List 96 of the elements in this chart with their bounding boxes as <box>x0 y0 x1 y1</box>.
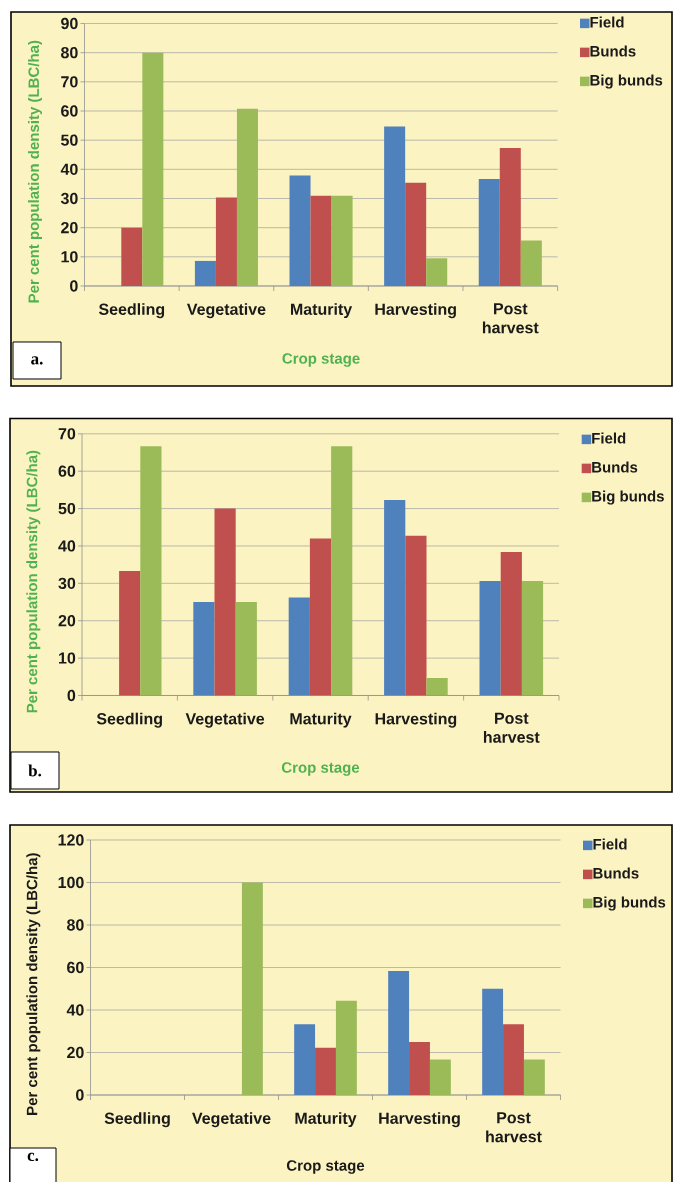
bar <box>500 551 522 696</box>
y-tick-label: 70 <box>58 428 76 440</box>
x-tick-label: Seedling <box>104 1112 170 1128</box>
y-tick-label: 0 <box>67 689 76 702</box>
bar <box>482 988 504 1095</box>
x-tick-label: Harvesting <box>375 712 457 728</box>
y-axis-title: Per cent population density (LBC/ha) <box>28 40 42 303</box>
bar <box>384 126 406 286</box>
bar <box>523 1059 545 1095</box>
y-tick-label: 20 <box>58 615 76 627</box>
bar <box>426 677 448 696</box>
bar <box>235 602 257 696</box>
bar <box>193 602 215 696</box>
bar <box>140 446 162 696</box>
text: c. <box>27 1152 39 1162</box>
bar <box>409 1041 430 1095</box>
legend-label: Big bunds <box>590 74 663 89</box>
y-tick-label: 10 <box>61 251 78 263</box>
bar <box>289 175 311 286</box>
bar <box>478 178 500 286</box>
bar <box>426 258 448 286</box>
legend-label: Bunds <box>590 45 636 57</box>
y-tick-label: 40 <box>60 163 78 175</box>
bar <box>388 971 410 1095</box>
bar <box>335 1000 357 1095</box>
bar <box>241 882 263 1095</box>
x-tick-label: Post harvest <box>482 303 539 334</box>
x-tick-label: Seedling <box>96 712 162 728</box>
y-tick-label: 40 <box>66 1004 84 1016</box>
bar <box>215 197 237 286</box>
bar <box>479 581 501 696</box>
bar <box>214 508 236 696</box>
x-tick-label: Harvesting <box>375 303 456 319</box>
y-tick-label: 60 <box>61 105 78 117</box>
x-tick-label: Maturity <box>291 303 353 319</box>
bar <box>499 148 521 286</box>
y-tick-label: 120 <box>58 834 84 846</box>
x-axis-title: Crop stage <box>281 762 360 776</box>
bar <box>384 499 406 696</box>
text: b. <box>28 764 42 777</box>
bar <box>119 571 141 696</box>
x-tick-label: Maturity <box>295 1112 357 1128</box>
bar <box>503 1024 524 1095</box>
y-tick-label: 80 <box>67 919 84 931</box>
y-tick-label: 60 <box>67 961 84 974</box>
bar <box>310 195 332 286</box>
bar <box>315 1047 336 1095</box>
bar <box>520 240 542 286</box>
x-tick-label: Post harvest <box>486 1112 542 1143</box>
y-tick-label: 10 <box>59 652 76 664</box>
text: a. <box>31 356 43 365</box>
y-tick-label: 70 <box>61 76 78 88</box>
bar <box>194 260 216 286</box>
bar <box>429 1059 451 1095</box>
x-axis-title: Crop stage <box>286 1160 365 1174</box>
bar <box>331 446 353 696</box>
y-tick-label: 100 <box>58 876 84 889</box>
y-tick-label: 90 <box>61 17 78 30</box>
x-tick-label: Vegetative <box>192 1112 271 1128</box>
legend-label: Field <box>592 432 626 444</box>
y-tick-label: 20 <box>61 221 78 234</box>
y-tick-label: 40 <box>58 540 76 552</box>
x-tick-label: Post harvest <box>483 712 540 743</box>
y-tick-label: 0 <box>76 1089 84 1101</box>
bar <box>405 182 427 286</box>
x-tick-label: Vegetative <box>185 712 265 728</box>
bar <box>142 52 164 286</box>
bar <box>405 535 427 696</box>
y-tick-label: 30 <box>60 192 78 205</box>
legend-label: Field <box>590 16 624 28</box>
y-tick-label: 50 <box>58 502 76 515</box>
y-tick-label: 20 <box>67 1046 84 1059</box>
y-tick-label: 0 <box>70 280 78 292</box>
x-tick-label: Seedling <box>98 303 165 319</box>
x-axis-title: Crop stage <box>282 353 360 367</box>
bar <box>521 581 544 696</box>
bar <box>309 538 332 696</box>
bar <box>331 195 353 286</box>
x-tick-label: Vegetative <box>186 303 266 319</box>
y-tick-label: 60 <box>58 465 76 477</box>
y-axis-title: Per cent population density (LBC/ha) <box>26 450 41 713</box>
bar <box>288 597 310 696</box>
y-tick-label: 80 <box>61 46 78 59</box>
bar <box>121 227 143 286</box>
x-tick-label: Maturity <box>290 712 352 728</box>
x-tick-label: Harvesting <box>379 1112 460 1128</box>
y-axis-title: Per cent population density (LBC/ha) <box>26 853 41 1115</box>
legend-label: Bunds <box>593 867 639 879</box>
legend-label: Big bunds <box>593 896 666 911</box>
y-tick-label: 50 <box>61 134 78 146</box>
legend-label: Field <box>593 838 627 850</box>
y-tick-label: 30 <box>58 577 76 590</box>
bar <box>236 108 258 286</box>
legend-label: Bunds <box>592 461 638 473</box>
bar <box>294 1024 316 1095</box>
legend-label: Big bunds <box>592 490 664 505</box>
